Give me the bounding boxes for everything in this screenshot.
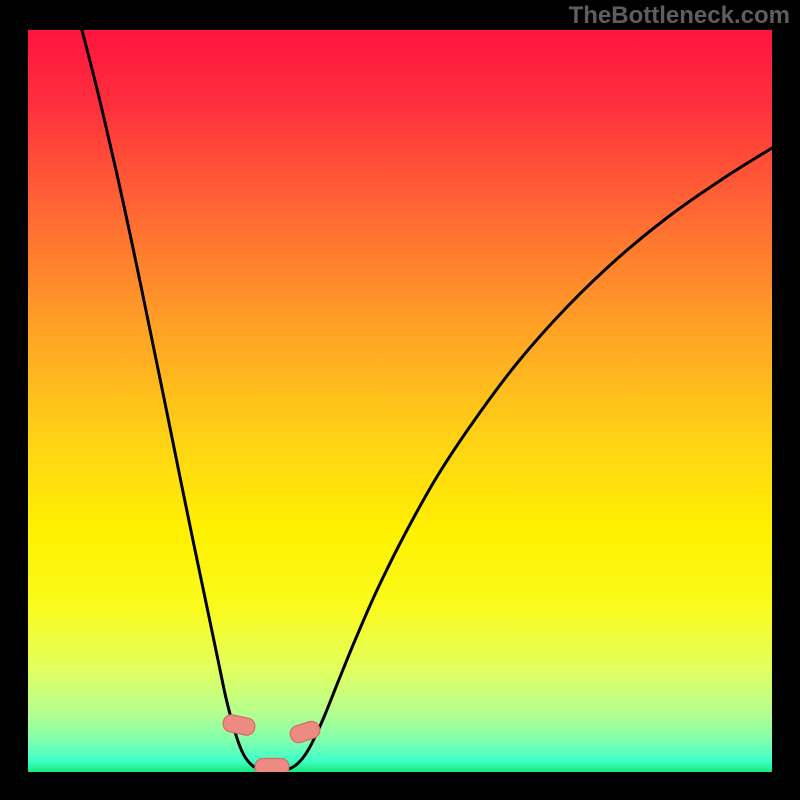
watermark-text: TheBottleneck.com bbox=[569, 2, 790, 30]
bottleneck-plot bbox=[28, 30, 772, 772]
gradient-background bbox=[28, 30, 772, 772]
curve-marker-1 bbox=[255, 759, 289, 773]
